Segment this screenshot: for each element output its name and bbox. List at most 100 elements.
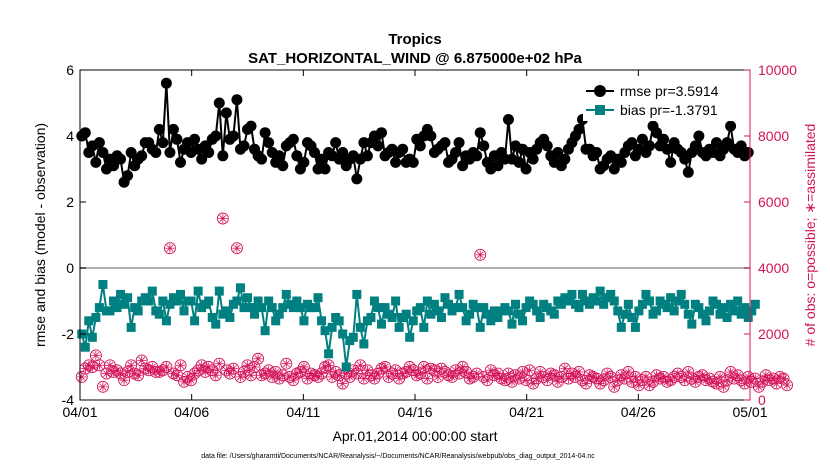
obs-marker-stroke <box>134 371 142 379</box>
y-tick-label-left: -2 <box>62 326 75 342</box>
legend-bias-marker <box>595 105 605 115</box>
obs-point <box>241 359 254 372</box>
obs-marker-stroke <box>621 375 629 383</box>
obs-marker-stroke <box>293 370 301 378</box>
rmse-point <box>502 114 514 125</box>
y-tick-label-left: 6 <box>66 62 74 78</box>
bias-point <box>235 283 245 293</box>
obs-marker-stroke <box>279 371 287 379</box>
bias-point <box>401 309 411 319</box>
obs-point <box>230 242 243 255</box>
bias-point <box>377 319 386 329</box>
y-tick-label-left: -4 <box>62 392 75 408</box>
obs-marker-stroke <box>356 361 364 369</box>
bias-point <box>507 319 517 329</box>
rmse-point <box>217 150 229 162</box>
bias-point <box>186 296 196 306</box>
rmse-point <box>79 127 91 139</box>
obs-marker-stroke <box>378 365 385 373</box>
obs-marker-stroke <box>684 368 692 376</box>
obs-marker-circle <box>248 361 261 373</box>
rmse-point <box>171 133 183 145</box>
bias-point <box>440 293 450 303</box>
obs-marker-stroke <box>409 366 417 374</box>
bias-point <box>338 329 348 339</box>
obs-point <box>262 364 275 377</box>
bias-point <box>585 299 595 309</box>
bias-point <box>243 293 252 303</box>
rmse-point <box>330 137 342 149</box>
rmse-point <box>425 130 437 142</box>
obs-point <box>315 367 328 380</box>
obs-marker-stroke <box>399 370 407 378</box>
bias-point <box>91 313 101 322</box>
obs-marker-stroke <box>194 366 202 374</box>
bias-point <box>426 309 436 319</box>
bias-point <box>274 309 284 319</box>
obs-marker-circle <box>777 372 790 385</box>
bias-point <box>380 303 390 313</box>
obs-marker-stroke <box>321 363 329 371</box>
bias-point <box>94 303 104 313</box>
legend-bias-label: bias pr=-1.3791 <box>620 102 718 118</box>
obs-marker-circle <box>664 374 677 387</box>
obs-point <box>714 370 726 383</box>
rmse-point <box>407 156 419 168</box>
bias-series <box>77 280 760 372</box>
obs-marker-stroke <box>515 375 523 383</box>
obs-point <box>163 242 176 255</box>
obs-marker-stroke <box>526 366 534 374</box>
obs-marker-circle <box>601 367 614 380</box>
bias-point <box>616 322 626 332</box>
obs-marker-stroke <box>247 371 255 379</box>
bias-point <box>620 309 630 319</box>
obs-marker-stroke <box>328 373 336 381</box>
obs-point <box>276 369 289 382</box>
obs-marker-stroke <box>635 381 643 389</box>
obs-marker-stroke <box>691 378 699 386</box>
rmse-point <box>682 166 694 178</box>
rmse-point <box>711 137 722 149</box>
bias-point <box>214 286 224 296</box>
rmse-point <box>492 160 504 172</box>
bias-point <box>750 299 760 309</box>
obs-marker-circle <box>643 379 656 392</box>
obs-marker-circle <box>125 359 138 372</box>
obs-point <box>474 248 487 261</box>
bias-point <box>313 293 323 303</box>
obs-marker-stroke <box>148 363 156 371</box>
obs-marker-circle <box>446 370 458 383</box>
bias-point <box>225 313 235 322</box>
obs-marker-stroke <box>395 375 403 383</box>
bias-point <box>281 289 291 299</box>
x-axis-label: Apr.01,2014 00:00:00 start <box>332 428 497 444</box>
obs-marker-stroke <box>177 361 184 369</box>
rmse-point <box>351 173 363 185</box>
bias-point <box>676 289 686 299</box>
rmse-point <box>450 147 462 158</box>
bias-point <box>630 322 640 332</box>
obs-marker-stroke <box>494 370 502 378</box>
obs-point <box>209 369 222 382</box>
bias-point <box>161 316 171 326</box>
x-axis: 04/01 04/06 04/11 04/16 04/21 04/26 05/01 <box>62 70 768 420</box>
obs-point <box>100 367 113 380</box>
bias-point <box>320 326 330 336</box>
obs-marker-circle <box>580 377 592 390</box>
obs-marker-stroke <box>455 370 463 378</box>
obs-point <box>777 372 790 385</box>
rmse-point <box>256 153 268 165</box>
obs-marker-stroke <box>120 376 128 384</box>
obs-point <box>417 361 430 373</box>
rmse-point <box>259 127 271 139</box>
rmse-point <box>90 156 102 168</box>
rmse-point <box>167 123 179 135</box>
rmse-point <box>457 160 469 172</box>
bias-point <box>310 303 319 313</box>
obs-point <box>781 379 793 392</box>
bias-point <box>327 322 337 332</box>
obs-marker-stroke <box>723 376 731 384</box>
bias-point <box>317 316 327 326</box>
obs-marker-stroke <box>642 373 650 381</box>
x-tick-label: 04/26 <box>621 404 656 420</box>
